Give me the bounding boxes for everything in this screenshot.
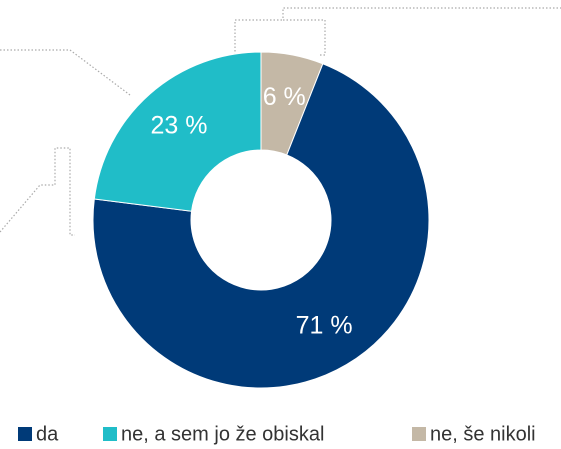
legend-swatch — [412, 427, 426, 441]
legend-label: ne, a sem jo že obiskal — [121, 423, 324, 445]
data-label: 71 % — [296, 311, 353, 339]
data-label: 23 % — [151, 112, 208, 140]
legend-label: da — [36, 423, 59, 445]
slice — [93, 51, 262, 212]
legend-swatch — [18, 427, 32, 441]
legend-label: ne, še nikoli — [430, 423, 536, 445]
pie: 6 % 71 % 23 % — [92, 51, 430, 389]
data-label: 6 % — [263, 83, 306, 111]
legend: da ne, a sem jo že obiskal ne, še nikoli — [18, 423, 536, 445]
legend-swatch — [103, 427, 117, 441]
decoration — [0, 7, 561, 236]
slice — [92, 63, 430, 389]
